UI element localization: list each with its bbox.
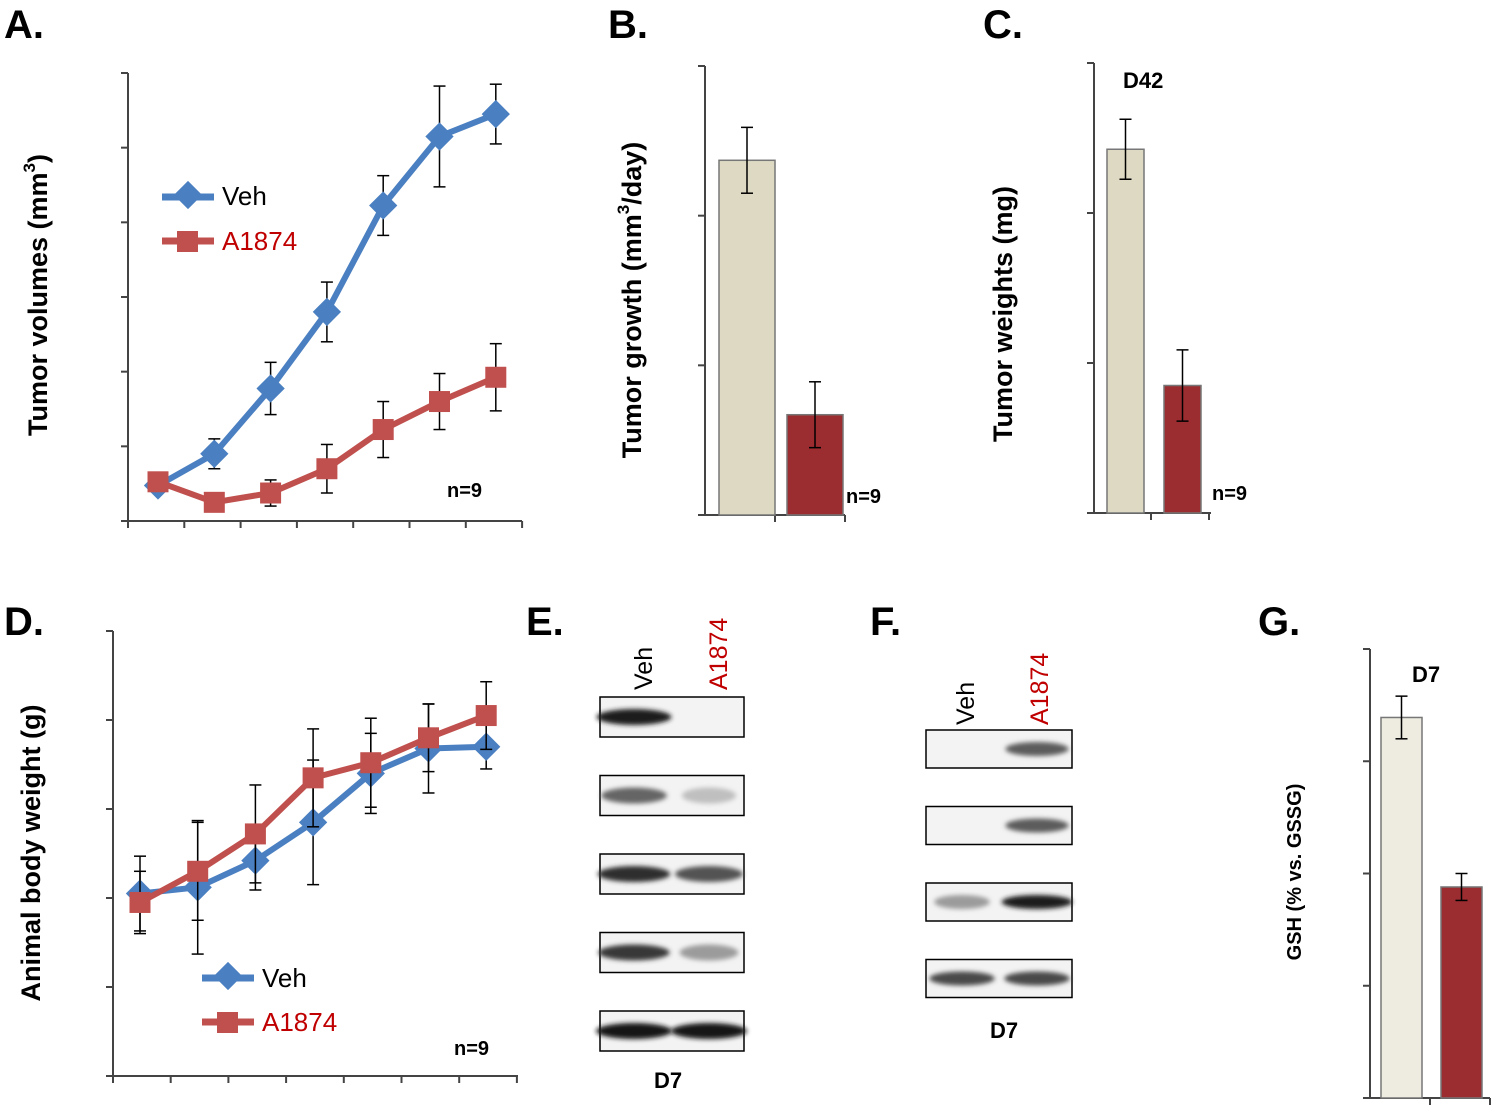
panel-e-western-blot: Veh A1874 D7 bbox=[596, 618, 747, 1093]
blot-e-lane-veh: Veh bbox=[630, 647, 658, 690]
blot-e-timepoint: D7 bbox=[654, 1068, 682, 1093]
legend-veh-marker bbox=[173, 180, 203, 210]
a1874-bar bbox=[1440, 886, 1483, 1099]
panel-g-gsh-chart: GSH (% vs. GSSG) D7 bbox=[1284, 648, 1491, 1105]
panel-label-f: F. bbox=[870, 600, 901, 644]
band bbox=[598, 944, 670, 961]
a1874-point bbox=[244, 823, 266, 845]
panel-label-e: E. bbox=[526, 600, 564, 644]
panel-a-legend: Veh A1874 bbox=[162, 180, 297, 256]
a1874-point bbox=[360, 752, 382, 774]
band bbox=[671, 1023, 747, 1039]
blot-f-lane-a1874: A1874 bbox=[1026, 653, 1054, 725]
panel-d-legend: Veh A1874 bbox=[202, 961, 337, 1037]
panel-label-b: B. bbox=[608, 3, 648, 47]
legend-a1874-marker bbox=[177, 231, 198, 252]
veh-bar bbox=[718, 159, 776, 516]
band bbox=[674, 866, 744, 882]
panel-g-title: D7 bbox=[1412, 662, 1440, 687]
panel-a-n-label: n=9 bbox=[447, 480, 482, 502]
panel-c-n-label: n=9 bbox=[1212, 483, 1247, 505]
blot-f-lane-veh: Veh bbox=[952, 682, 980, 725]
a1874-point bbox=[418, 727, 439, 749]
panel-b-y-label: Tumor growth (mm3/day) bbox=[614, 142, 647, 458]
legend-a1874-label: A1874 bbox=[222, 226, 297, 256]
panel-a-y-label: Tumor volumes (mm3) bbox=[20, 154, 53, 436]
panel-d-y-label: Animal body weight (g) bbox=[16, 705, 46, 1002]
panel-label-g: G. bbox=[1258, 600, 1300, 644]
blot-strip bbox=[925, 805, 1073, 846]
band bbox=[596, 1023, 672, 1039]
band bbox=[1004, 971, 1070, 986]
band bbox=[929, 971, 995, 986]
legend-veh-label: Veh bbox=[262, 963, 307, 993]
a1874-point bbox=[260, 482, 282, 504]
panel-b-tumor-growth-chart: Tumor growth (mm3/day) n=9 bbox=[614, 65, 881, 522]
band bbox=[681, 787, 737, 804]
band bbox=[679, 944, 739, 961]
panel-c-title: D42 bbox=[1123, 68, 1163, 93]
blot-e-lane-a1874: A1874 bbox=[705, 618, 733, 690]
legend-veh-label: Veh bbox=[222, 181, 267, 211]
veh-bar bbox=[1380, 716, 1423, 1099]
a1874-point bbox=[187, 860, 209, 882]
band bbox=[601, 787, 667, 804]
legend-a1874-marker bbox=[217, 1012, 238, 1033]
panel-f-western-blot: Veh A1874 D7 bbox=[925, 653, 1073, 1043]
veh-point bbox=[256, 374, 285, 403]
band bbox=[596, 709, 672, 725]
panel-c-y-label: Tumor weights (mg) bbox=[988, 186, 1018, 442]
a1874-point bbox=[372, 419, 394, 441]
band bbox=[597, 866, 671, 882]
panel-g-y-label: GSH (% vs. GSSG) bbox=[1284, 784, 1306, 961]
band bbox=[1005, 742, 1069, 756]
veh-bar bbox=[1106, 148, 1145, 514]
a1874-point bbox=[129, 891, 151, 913]
band bbox=[1005, 818, 1069, 833]
panel-label-d: D. bbox=[4, 600, 44, 644]
panel-a-tumor-volume-chart: Tumor volumes (mm3) Veh A1874 n=9 bbox=[20, 72, 524, 528]
a1874-point bbox=[485, 366, 507, 388]
panel-b-n-label: n=9 bbox=[846, 486, 881, 508]
a1874-point bbox=[316, 458, 338, 480]
blot-f-timepoint: D7 bbox=[990, 1018, 1018, 1043]
a1874-point bbox=[302, 767, 324, 789]
legend-veh-marker bbox=[213, 961, 243, 991]
panel-label-c: C. bbox=[983, 3, 1023, 47]
veh-point bbox=[481, 99, 510, 129]
a1874-point bbox=[203, 491, 225, 513]
panel-c-tumor-weight-chart: Tumor weights (mg) D42 n=9 bbox=[988, 62, 1247, 520]
panel-label-a: A. bbox=[4, 3, 44, 47]
a1874-point bbox=[147, 471, 169, 493]
panel-d-n-label: n=9 bbox=[454, 1038, 489, 1060]
panel-d-body-weight-chart: Animal body weight (g) Veh A1874 n=9 bbox=[16, 630, 518, 1083]
band bbox=[934, 895, 990, 909]
a1874-point bbox=[429, 391, 450, 413]
veh-point bbox=[312, 297, 342, 327]
band bbox=[1001, 895, 1073, 909]
a1874-point bbox=[475, 705, 497, 727]
legend-a1874-label: A1874 bbox=[262, 1007, 337, 1037]
